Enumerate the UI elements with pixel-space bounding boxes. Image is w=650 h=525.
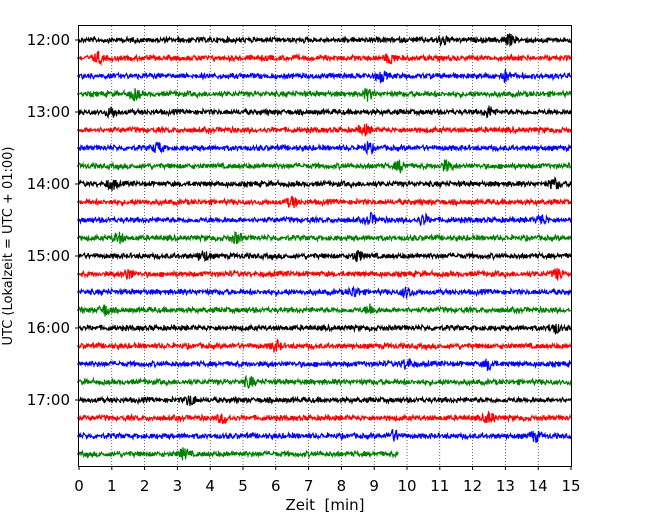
- x-tick-label: 10: [397, 477, 416, 495]
- y-tick-label: 13:00: [27, 103, 70, 121]
- trace-line: [78, 105, 572, 120]
- x-tick-label: 4: [205, 477, 215, 495]
- trace-line: [78, 249, 572, 263]
- y-axis-label: UTC (Lokalzeit = UTC + 01:00): [1, 147, 16, 346]
- y-tick-label: 15:00: [27, 247, 70, 265]
- trace-line: [78, 230, 572, 245]
- y-tick-label: 12:00: [27, 31, 70, 49]
- trace-line: [78, 395, 572, 407]
- trace-line: [78, 338, 572, 353]
- x-tick-label: 0: [74, 477, 84, 495]
- plot-frame: [78, 25, 572, 467]
- x-tick-label: 13: [496, 477, 515, 495]
- x-tick-label: 7: [304, 477, 314, 495]
- trace-line: [79, 87, 572, 102]
- x-tick-label: 11: [430, 477, 449, 495]
- trace-line: [78, 267, 572, 281]
- x-tick-label: 14: [529, 477, 548, 495]
- trace-line: [78, 176, 572, 191]
- x-tick-label: 15: [561, 477, 580, 495]
- x-tick-label: 12: [463, 477, 482, 495]
- trace-line: [78, 410, 572, 424]
- x-gridlines: [111, 26, 539, 466]
- trace-line: [78, 374, 572, 389]
- x-tick-label: 6: [271, 477, 281, 495]
- trace-line: [78, 159, 572, 174]
- trace-line: [78, 358, 572, 372]
- trace-line: [78, 141, 572, 156]
- trace-line: [78, 211, 572, 227]
- trace-line: [78, 428, 572, 443]
- x-tick-label: 8: [337, 477, 347, 495]
- y-tick-label: 14:00: [27, 175, 70, 193]
- trace-line: [78, 68, 572, 84]
- x-tick-label: 2: [140, 477, 150, 495]
- y-tick-label: 16:00: [27, 319, 70, 337]
- trace-line: [78, 195, 572, 209]
- x-axis-ticks: 0 1 2 3 4 5 6 7 8 9 10 11 12 13 14 15: [74, 466, 581, 495]
- trace-line: [78, 33, 572, 48]
- trace-line: [78, 50, 572, 67]
- x-tick-label: 1: [107, 477, 117, 495]
- trace-line: [78, 447, 399, 461]
- x-tick-label: 5: [238, 477, 248, 495]
- trace-line: [78, 303, 572, 317]
- x-tick-label: 3: [173, 477, 183, 495]
- x-tick-label: 9: [369, 477, 379, 495]
- trace-line: [78, 123, 572, 137]
- x-axis-label: Zeit [min]: [285, 496, 364, 514]
- trace-line: [78, 285, 572, 299]
- trace-line: [78, 323, 572, 335]
- y-axis-ticks: 12:00 13:00 14:00 15:00 16:00 17:00: [27, 31, 79, 455]
- y-tick-label: 17:00: [27, 391, 70, 409]
- seismic-traces: [78, 33, 572, 461]
